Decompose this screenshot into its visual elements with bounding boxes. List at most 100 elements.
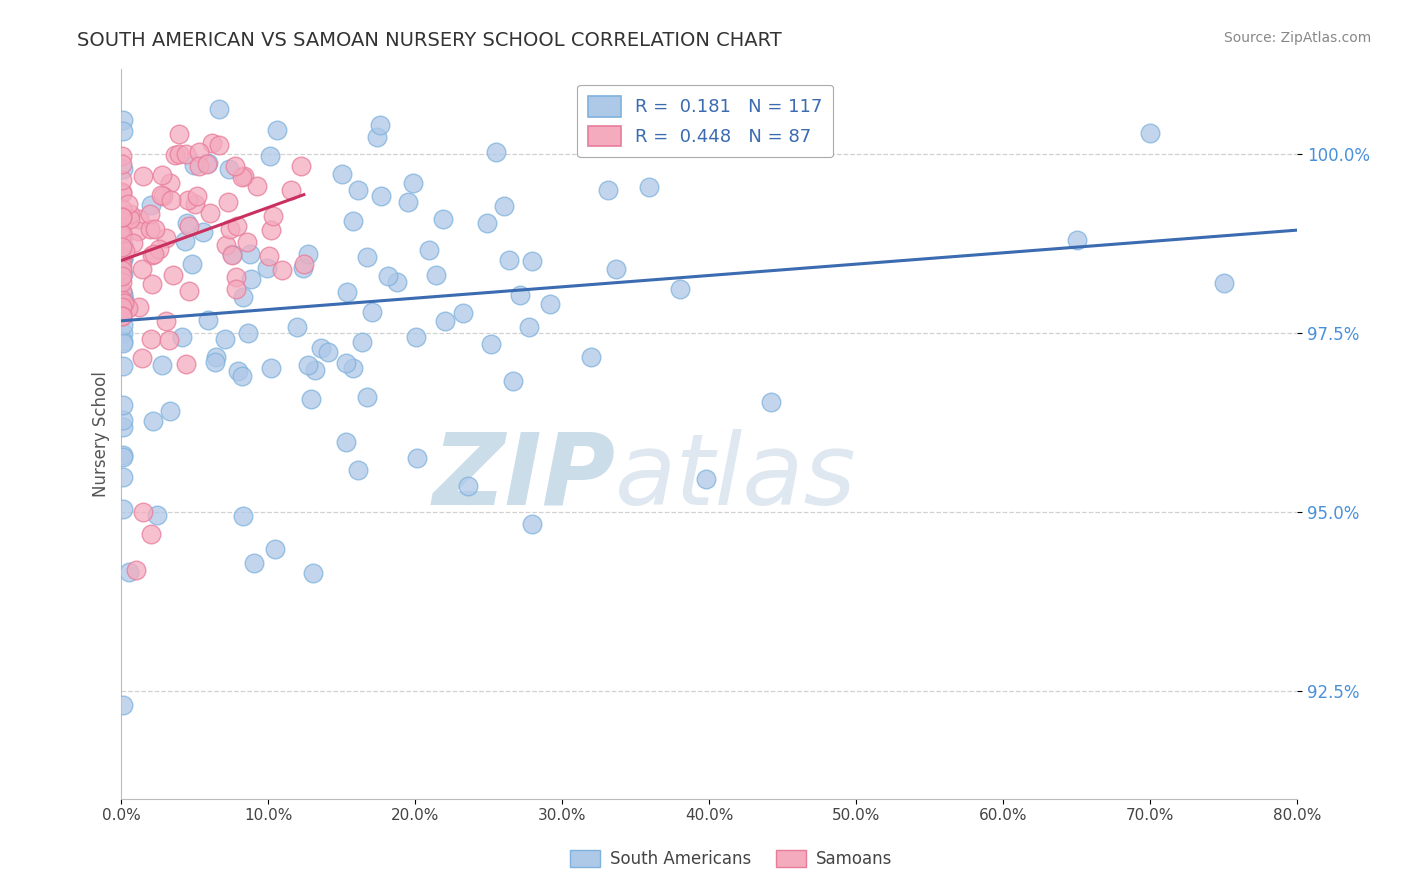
Point bbox=[177, 284, 200, 298]
Point bbox=[1066, 233, 1088, 247]
Point bbox=[111, 301, 134, 315]
Point bbox=[142, 414, 165, 428]
Point bbox=[485, 145, 508, 159]
Point bbox=[128, 212, 150, 227]
Point bbox=[111, 420, 134, 434]
Point bbox=[335, 285, 357, 299]
Point bbox=[111, 210, 134, 224]
Point bbox=[330, 167, 353, 181]
Text: Source: ZipAtlas.com: Source: ZipAtlas.com bbox=[1223, 31, 1371, 45]
Point bbox=[176, 216, 198, 230]
Point bbox=[638, 179, 661, 194]
Point bbox=[167, 147, 190, 161]
Point bbox=[236, 235, 259, 249]
Point bbox=[195, 156, 218, 170]
Point bbox=[125, 563, 148, 577]
Point bbox=[405, 330, 427, 344]
Point bbox=[204, 350, 226, 364]
Y-axis label: Nursery School: Nursery School bbox=[93, 371, 110, 497]
Point bbox=[160, 193, 183, 207]
Point bbox=[111, 293, 134, 307]
Point bbox=[118, 565, 141, 579]
Point bbox=[118, 212, 141, 227]
Point bbox=[232, 290, 254, 304]
Point bbox=[167, 127, 190, 141]
Point bbox=[111, 230, 134, 244]
Point bbox=[231, 170, 253, 185]
Point bbox=[221, 0, 243, 7]
Point bbox=[131, 261, 153, 276]
Point bbox=[155, 314, 177, 328]
Point bbox=[150, 187, 173, 202]
Point bbox=[233, 169, 256, 184]
Text: atlas: atlas bbox=[616, 429, 856, 526]
Point bbox=[127, 224, 149, 238]
Point bbox=[260, 223, 283, 237]
Point bbox=[111, 112, 134, 127]
Point bbox=[243, 556, 266, 570]
Point bbox=[502, 374, 524, 388]
Point bbox=[259, 148, 281, 162]
Point bbox=[479, 337, 502, 351]
Legend: R =  0.181   N = 117, R =  0.448   N = 87: R = 0.181 N = 117, R = 0.448 N = 87 bbox=[578, 85, 834, 157]
Point bbox=[132, 169, 155, 183]
Point bbox=[111, 698, 134, 712]
Point bbox=[398, 195, 420, 210]
Point bbox=[309, 341, 332, 355]
Point bbox=[111, 304, 134, 318]
Point bbox=[111, 359, 134, 373]
Point bbox=[143, 222, 166, 236]
Point bbox=[188, 145, 211, 160]
Point bbox=[183, 158, 205, 172]
Point bbox=[141, 277, 163, 292]
Point bbox=[117, 197, 139, 211]
Point bbox=[111, 227, 134, 241]
Point bbox=[370, 189, 392, 203]
Point bbox=[224, 159, 246, 173]
Point bbox=[509, 287, 531, 301]
Point bbox=[257, 249, 280, 263]
Point bbox=[117, 301, 139, 315]
Point bbox=[157, 333, 180, 347]
Point bbox=[111, 334, 134, 348]
Point bbox=[114, 244, 136, 258]
Point bbox=[402, 176, 425, 190]
Point bbox=[132, 505, 155, 519]
Point bbox=[218, 161, 240, 176]
Point bbox=[297, 358, 319, 372]
Point bbox=[335, 435, 357, 450]
Point bbox=[218, 222, 240, 236]
Point bbox=[695, 472, 717, 486]
Point bbox=[174, 357, 197, 371]
Point bbox=[111, 238, 134, 252]
Point bbox=[538, 297, 561, 311]
Point bbox=[138, 207, 160, 221]
Point bbox=[111, 210, 134, 224]
Point bbox=[111, 398, 134, 412]
Point bbox=[266, 123, 288, 137]
Point bbox=[111, 284, 134, 298]
Point bbox=[111, 326, 134, 340]
Point bbox=[139, 332, 162, 346]
Point bbox=[111, 335, 134, 350]
Point bbox=[405, 451, 427, 466]
Point bbox=[215, 238, 238, 252]
Point bbox=[605, 91, 627, 105]
Point bbox=[111, 225, 134, 239]
Point bbox=[146, 508, 169, 523]
Point bbox=[342, 213, 364, 227]
Point bbox=[111, 240, 134, 254]
Point bbox=[347, 183, 370, 197]
Point bbox=[285, 320, 308, 334]
Point bbox=[111, 252, 134, 267]
Point bbox=[139, 198, 162, 212]
Point bbox=[579, 350, 602, 364]
Point bbox=[270, 262, 292, 277]
Point bbox=[669, 282, 692, 296]
Point bbox=[176, 147, 198, 161]
Point bbox=[262, 209, 284, 223]
Point bbox=[1139, 126, 1161, 140]
Point bbox=[225, 269, 247, 284]
Point bbox=[150, 358, 173, 372]
Point bbox=[316, 345, 339, 359]
